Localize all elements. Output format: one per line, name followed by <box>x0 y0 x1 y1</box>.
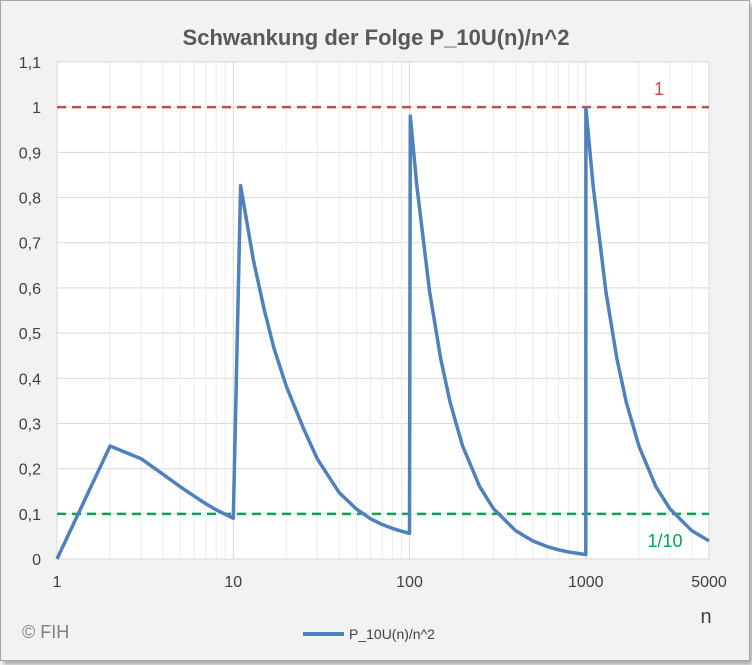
y-tick-label: 1 <box>32 100 41 117</box>
x-tick-label: 10 <box>224 574 242 591</box>
legend-label: P_10U(n)/n^2 <box>349 626 435 642</box>
y-tick-label: 0,7 <box>19 236 41 253</box>
copyright-label: © FIH <box>22 622 69 642</box>
series-line <box>55 106 710 560</box>
x-axis: 1 10 100 1000 5000 <box>53 574 727 591</box>
y-tick-label: 0,1 <box>19 507 41 524</box>
y-tick-label: 0,4 <box>19 371 41 388</box>
reference-lines: 1 1/10 <box>57 79 709 551</box>
y-tick-label: 0,3 <box>19 416 41 433</box>
reference-line-label: 1/10 <box>647 531 682 551</box>
y-tick-label: 0,2 <box>19 462 41 479</box>
plot-area <box>57 62 709 559</box>
y-tick-label: 0,6 <box>19 281 41 298</box>
chart-title: Schwankung der Folge P_10U(n)/n^2 <box>183 25 570 50</box>
x-tick-label: 1000 <box>568 574 604 591</box>
x-tick-label: 5000 <box>691 574 727 591</box>
x-tick-label: 100 <box>396 574 423 591</box>
legend: P_10U(n)/n^2 <box>303 626 435 642</box>
x-tick-label: 1 <box>53 574 62 591</box>
y-tick-label: 0,9 <box>19 145 41 162</box>
y-axis: 0 0,1 0,2 0,3 0,4 0,5 0,6 0,7 0,8 0,9 1 1,1 <box>19 55 41 569</box>
y-tick-label: 1,1 <box>19 55 41 72</box>
plot-border <box>56 61 710 560</box>
y-tick-label: 0,8 <box>19 191 41 208</box>
reference-line-label: 1 <box>654 79 664 99</box>
y-tick-label: 0 <box>32 552 41 569</box>
y-tick-label: 0,5 <box>19 326 41 343</box>
x-axis-label: n <box>700 606 711 628</box>
series-group <box>55 106 710 560</box>
